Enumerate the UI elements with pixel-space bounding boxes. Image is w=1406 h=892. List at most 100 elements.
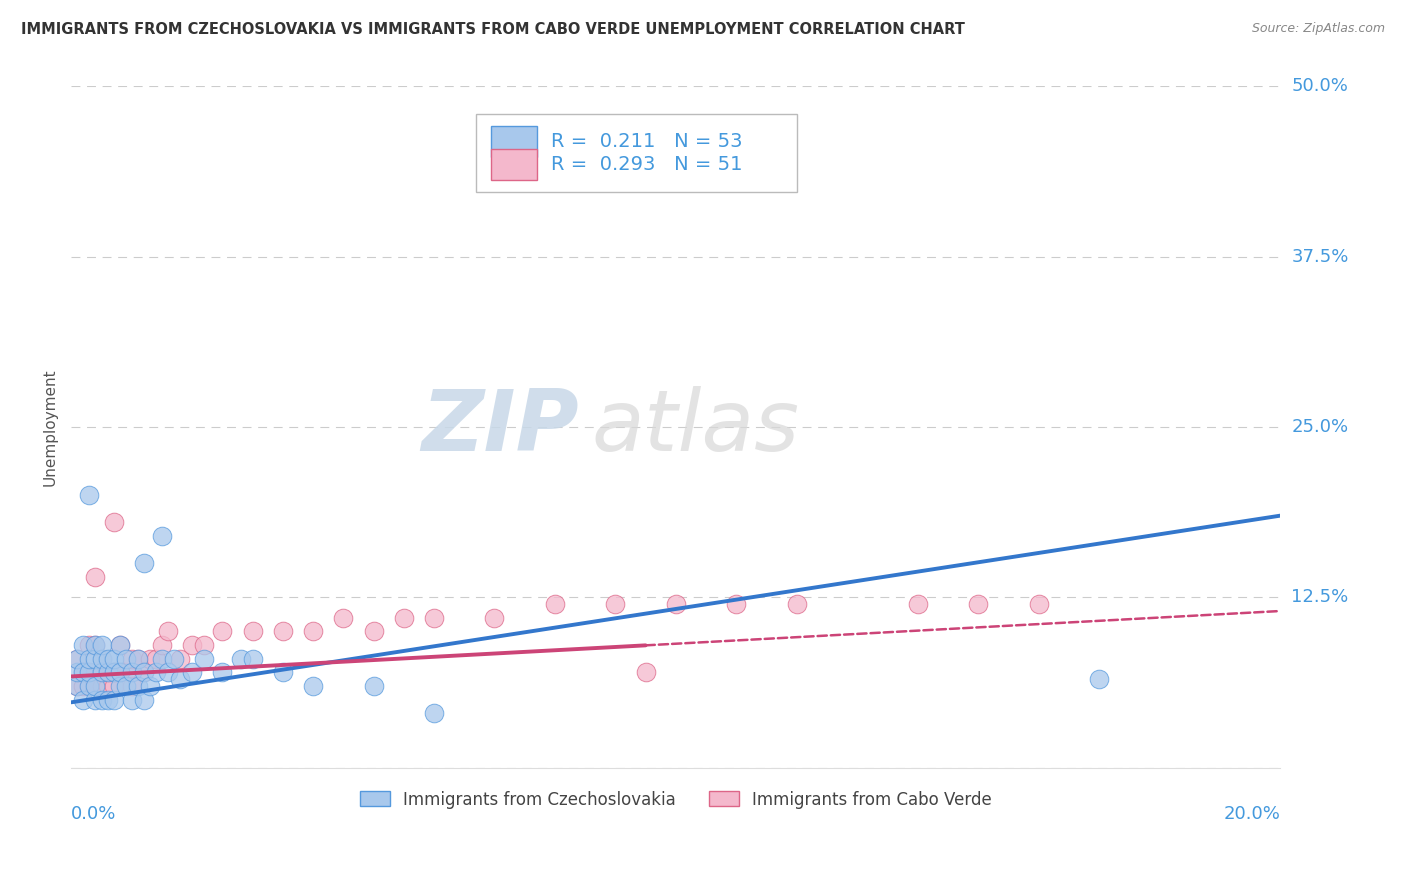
Point bbox=[97, 665, 120, 680]
Point bbox=[544, 597, 567, 611]
Text: 37.5%: 37.5% bbox=[1292, 248, 1348, 266]
Point bbox=[90, 638, 112, 652]
Point bbox=[84, 638, 107, 652]
Point bbox=[271, 665, 294, 680]
Point bbox=[121, 665, 143, 680]
Point bbox=[127, 651, 149, 665]
Point bbox=[605, 597, 627, 611]
Point bbox=[1088, 672, 1111, 686]
Point bbox=[786, 597, 808, 611]
Point bbox=[90, 692, 112, 706]
Point bbox=[103, 665, 125, 680]
Y-axis label: Unemployment: Unemployment bbox=[44, 368, 58, 486]
Text: ZIP: ZIP bbox=[422, 385, 579, 468]
Point bbox=[114, 651, 136, 665]
Point bbox=[139, 651, 162, 665]
Point bbox=[1028, 597, 1050, 611]
Point bbox=[72, 665, 94, 680]
Point bbox=[150, 638, 173, 652]
Point bbox=[66, 679, 89, 693]
Point bbox=[150, 651, 173, 665]
Point bbox=[127, 651, 149, 665]
Point bbox=[665, 597, 688, 611]
Text: 25.0%: 25.0% bbox=[1292, 418, 1348, 436]
Point bbox=[90, 651, 112, 665]
FancyBboxPatch shape bbox=[491, 126, 537, 157]
Point bbox=[97, 665, 120, 680]
Point bbox=[108, 665, 131, 680]
Point bbox=[79, 665, 101, 680]
Point bbox=[242, 624, 264, 639]
Point bbox=[163, 651, 186, 665]
Point bbox=[103, 679, 125, 693]
Text: 0.0%: 0.0% bbox=[72, 805, 117, 823]
Point bbox=[271, 624, 294, 639]
Point bbox=[103, 692, 125, 706]
Point bbox=[634, 665, 657, 680]
Point bbox=[72, 692, 94, 706]
Point bbox=[907, 597, 929, 611]
Point bbox=[181, 665, 204, 680]
Point bbox=[108, 679, 131, 693]
Point bbox=[157, 665, 180, 680]
Point bbox=[302, 624, 325, 639]
Legend: Immigrants from Czechoslovakia, Immigrants from Cabo Verde: Immigrants from Czechoslovakia, Immigran… bbox=[353, 784, 998, 815]
Point bbox=[90, 665, 112, 680]
Point bbox=[484, 611, 506, 625]
Point bbox=[114, 679, 136, 693]
Point bbox=[169, 651, 191, 665]
Point bbox=[145, 651, 167, 665]
Point bbox=[79, 679, 101, 693]
Point bbox=[193, 651, 215, 665]
Point bbox=[423, 611, 446, 625]
Point bbox=[72, 638, 94, 652]
Point bbox=[157, 624, 180, 639]
Point bbox=[132, 665, 155, 680]
Point bbox=[121, 692, 143, 706]
Point bbox=[84, 692, 107, 706]
Point bbox=[66, 651, 89, 665]
Point bbox=[90, 665, 112, 680]
Point bbox=[90, 651, 112, 665]
Point bbox=[127, 679, 149, 693]
Point bbox=[114, 665, 136, 680]
Point bbox=[181, 638, 204, 652]
Point bbox=[302, 679, 325, 693]
Point bbox=[211, 665, 233, 680]
Text: 20.0%: 20.0% bbox=[1223, 805, 1281, 823]
Point bbox=[423, 706, 446, 721]
Point bbox=[145, 665, 167, 680]
Point bbox=[97, 692, 120, 706]
Point bbox=[79, 651, 101, 665]
Point bbox=[97, 651, 120, 665]
Point bbox=[725, 597, 748, 611]
Point bbox=[84, 570, 107, 584]
Point bbox=[97, 679, 120, 693]
Point bbox=[79, 488, 101, 502]
Point bbox=[66, 679, 89, 693]
Point bbox=[363, 624, 385, 639]
Point bbox=[72, 679, 94, 693]
Point bbox=[90, 679, 112, 693]
Point bbox=[84, 679, 107, 693]
Point bbox=[103, 651, 125, 665]
Text: 12.5%: 12.5% bbox=[1292, 589, 1348, 607]
Point bbox=[79, 638, 101, 652]
Text: 50.0%: 50.0% bbox=[1292, 78, 1348, 95]
Point bbox=[363, 679, 385, 693]
Point bbox=[392, 611, 415, 625]
Text: IMMIGRANTS FROM CZECHOSLOVAKIA VS IMMIGRANTS FROM CABO VERDE UNEMPLOYMENT CORREL: IMMIGRANTS FROM CZECHOSLOVAKIA VS IMMIGR… bbox=[21, 22, 965, 37]
Point bbox=[121, 679, 143, 693]
Point bbox=[66, 651, 89, 665]
Point bbox=[132, 665, 155, 680]
Point bbox=[103, 665, 125, 680]
Point bbox=[132, 692, 155, 706]
Point bbox=[332, 611, 354, 625]
Point bbox=[103, 516, 125, 530]
Point bbox=[66, 665, 89, 680]
Point bbox=[108, 665, 131, 680]
Point bbox=[193, 638, 215, 652]
Point bbox=[84, 638, 107, 652]
FancyBboxPatch shape bbox=[491, 149, 537, 180]
Point bbox=[84, 651, 107, 665]
